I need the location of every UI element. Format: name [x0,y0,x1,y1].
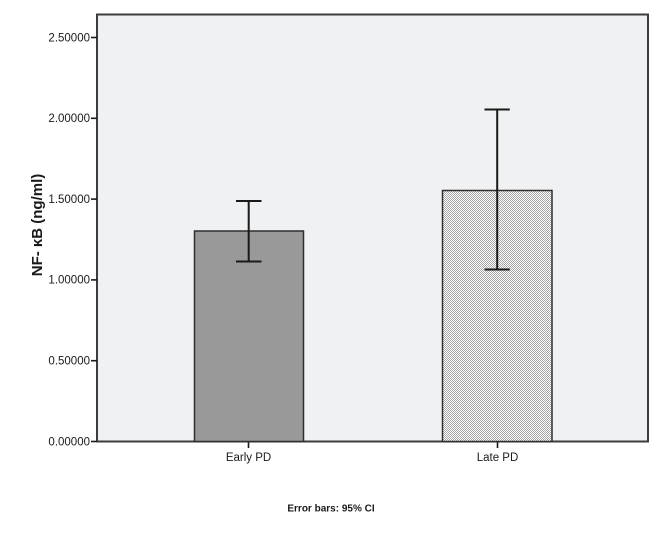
svg-text:Late PD: Late PD [477,452,519,464]
svg-text:Early PD: Early PD [226,452,271,464]
svg-text:0.50000: 0.50000 [48,356,90,368]
svg-text:0.00000: 0.00000 [48,436,90,448]
svg-text:2.50000: 2.50000 [48,32,90,44]
svg-text:1.50000: 1.50000 [48,194,90,206]
svg-text:Error bars: 95% CI: Error bars: 95% CI [287,504,374,515]
svg-text:1.00000: 1.00000 [48,275,90,287]
svg-text:NF- κB (ng/ml): NF- κB (ng/ml) [29,174,46,277]
svg-text:2.00000: 2.00000 [48,113,90,125]
